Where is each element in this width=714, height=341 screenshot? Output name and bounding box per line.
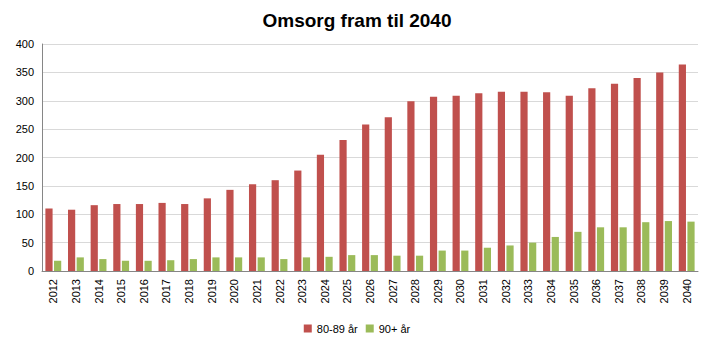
- svg-text:2029: 2029: [432, 279, 444, 303]
- svg-text:2034: 2034: [545, 279, 557, 303]
- svg-text:200: 200: [16, 152, 34, 164]
- svg-text:80-89 år: 80-89 år: [317, 323, 358, 335]
- svg-text:2024: 2024: [319, 279, 331, 303]
- svg-text:2028: 2028: [409, 279, 421, 303]
- svg-text:2031: 2031: [477, 279, 489, 303]
- svg-text:150: 150: [16, 180, 34, 192]
- svg-text:2017: 2017: [160, 279, 172, 303]
- svg-text:2016: 2016: [138, 279, 150, 303]
- svg-text:300: 300: [16, 95, 34, 107]
- svg-text:90+ år: 90+ år: [379, 323, 411, 335]
- svg-text:2013: 2013: [70, 279, 82, 303]
- svg-text:2026: 2026: [364, 279, 376, 303]
- svg-text:2032: 2032: [500, 279, 512, 303]
- svg-text:2025: 2025: [341, 279, 353, 303]
- svg-text:250: 250: [16, 123, 34, 135]
- svg-text:400: 400: [16, 38, 34, 50]
- svg-text:2033: 2033: [522, 279, 534, 303]
- svg-text:350: 350: [16, 66, 34, 78]
- svg-text:2035: 2035: [568, 279, 580, 303]
- svg-text:2019: 2019: [206, 279, 218, 303]
- svg-text:100: 100: [16, 208, 34, 220]
- svg-text:2015: 2015: [115, 279, 127, 303]
- svg-text:2021: 2021: [251, 279, 263, 303]
- svg-text:2018: 2018: [183, 279, 195, 303]
- svg-text:2038: 2038: [635, 279, 647, 303]
- svg-text:Omsorg fram til 2040: Omsorg fram til 2040: [262, 10, 451, 31]
- svg-text:2039: 2039: [658, 279, 670, 303]
- svg-text:2012: 2012: [47, 279, 59, 303]
- svg-text:2020: 2020: [228, 279, 240, 303]
- svg-text:0: 0: [28, 265, 34, 277]
- svg-text:2036: 2036: [590, 279, 602, 303]
- svg-text:2027: 2027: [387, 279, 399, 303]
- svg-text:2014: 2014: [93, 279, 105, 303]
- svg-text:2037: 2037: [613, 279, 625, 303]
- svg-text:2040: 2040: [681, 279, 693, 303]
- svg-text:2030: 2030: [454, 279, 466, 303]
- svg-text:2023: 2023: [296, 279, 308, 303]
- svg-text:50: 50: [22, 237, 34, 249]
- svg-text:2022: 2022: [274, 279, 286, 303]
